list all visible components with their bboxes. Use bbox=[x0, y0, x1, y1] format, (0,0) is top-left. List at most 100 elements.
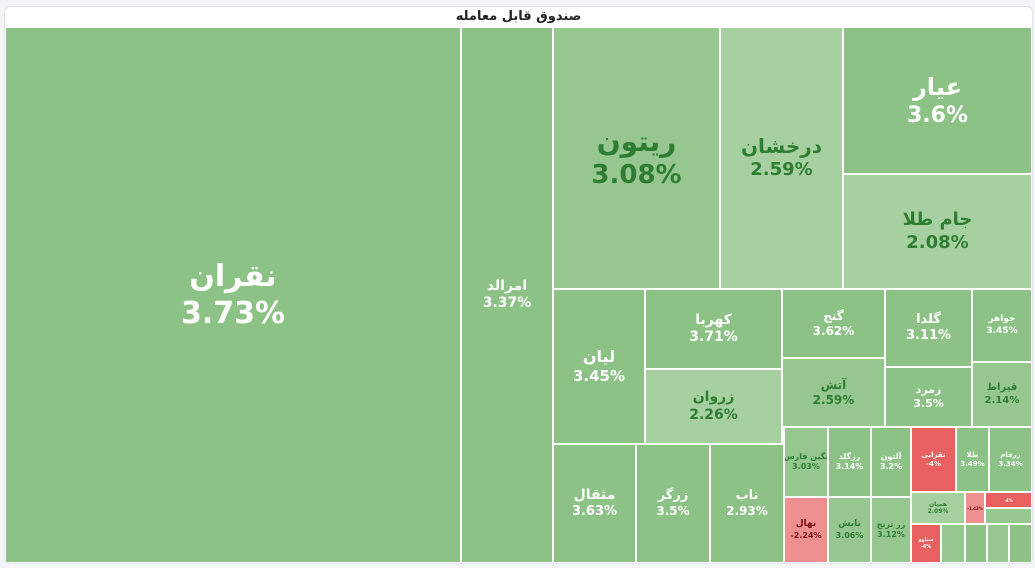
treemap-tile[interactable]: سیاوو -4% bbox=[911, 524, 941, 563]
tile-change: 3.34% bbox=[998, 459, 1023, 468]
tile-change: 3.6% bbox=[906, 102, 968, 128]
tile-change: 3.06% bbox=[835, 530, 864, 540]
treemap-tile[interactable]: لیان 3.45% bbox=[553, 289, 645, 444]
tile-name: زرفام bbox=[1000, 450, 1021, 459]
tile-name: گنج bbox=[823, 308, 844, 323]
tile-change: 3.11% bbox=[905, 328, 952, 343]
tile-name: طلا bbox=[966, 450, 979, 459]
tile-change: 3.5% bbox=[913, 397, 944, 410]
treemap-tile[interactable]: تابش 3.06% bbox=[828, 497, 871, 563]
treemap-tile[interactable]: نهال -2.24% bbox=[784, 497, 828, 563]
tile-change: -4% bbox=[926, 459, 941, 468]
tile-name: آلتون bbox=[880, 452, 902, 461]
treemap-tile[interactable]: نگین فارس 3.03% bbox=[784, 427, 828, 497]
treemap-tile[interactable]: آلتون 3.2% bbox=[871, 427, 911, 497]
tile-name: زرگر bbox=[657, 487, 689, 503]
tile-name: ناب bbox=[735, 487, 759, 503]
treemap-tile[interactable]: امرالد 3.37% bbox=[461, 27, 553, 563]
treemap-tile[interactable] bbox=[987, 524, 1009, 563]
treemap-tile[interactable]: -4% bbox=[985, 492, 1032, 508]
treemap-tile[interactable]: همیان 2.09% bbox=[911, 492, 965, 524]
tile-name: قیراط bbox=[986, 382, 1018, 393]
treemap-tile[interactable]: جواهر 3.45% bbox=[972, 289, 1032, 362]
tile-name: نهال bbox=[795, 519, 817, 530]
treemap-tile[interactable]: گلدا 3.11% bbox=[885, 289, 972, 367]
treemap-tile[interactable]: عیار 3.6% bbox=[843, 27, 1032, 174]
treemap-tile[interactable]: آتش 2.59% bbox=[782, 358, 885, 427]
tile-change: 2.93% bbox=[726, 504, 768, 519]
tile-name: جواهر bbox=[988, 314, 1016, 325]
chart-title: صندوق قابل معامله bbox=[455, 9, 582, 24]
tile-change: 3.73% bbox=[180, 296, 286, 331]
tile-change: 3.45% bbox=[986, 325, 1018, 336]
tile-change: 3.63% bbox=[571, 504, 618, 520]
tile-change: 3.2% bbox=[879, 462, 903, 471]
tile-change: 2.08% bbox=[906, 231, 969, 253]
treemap-tile[interactable]: ناب 2.93% bbox=[710, 444, 784, 563]
tile-change: 3.71% bbox=[689, 329, 738, 345]
tile-name: ریتون bbox=[596, 125, 677, 159]
treemap-tile[interactable]: نقرابی -4% bbox=[911, 427, 956, 492]
tile-change: 2.59% bbox=[812, 392, 855, 407]
tile-name: تابش bbox=[838, 519, 861, 530]
tile-name: زمرد bbox=[915, 383, 942, 397]
treemap-tile[interactable] bbox=[965, 524, 987, 563]
tile-change: 3.62% bbox=[812, 323, 855, 338]
tile-change: 3.14% bbox=[835, 462, 864, 471]
treemap-tile[interactable]: زروان 2.26% bbox=[645, 369, 782, 444]
tile-name: نقران bbox=[189, 258, 277, 294]
treemap-panel: نقران 3.73% امرالد 3.37% ریتون 3.08% درخشان 2.5… bbox=[4, 6, 1033, 564]
tile-change: 3.08% bbox=[591, 160, 682, 191]
tile-change: -4% bbox=[920, 543, 932, 550]
tile-name: نقرابی bbox=[921, 450, 946, 459]
treemap-tile[interactable]: زرفام 3.34% bbox=[989, 427, 1032, 492]
tile-change: 3.12% bbox=[877, 530, 905, 539]
tile-change: 2.09% bbox=[927, 508, 949, 515]
tile-change: 3.5% bbox=[656, 504, 690, 519]
tile-name: زر ترنج bbox=[876, 520, 906, 529]
tile-name: لیان bbox=[582, 347, 616, 367]
treemap-tile[interactable]: گنج 3.62% bbox=[782, 289, 885, 358]
treemap-tile[interactable]: جام طلا 2.08% bbox=[843, 174, 1032, 289]
tile-name: جام طلا bbox=[902, 209, 973, 230]
tile-name: عیار bbox=[912, 72, 963, 101]
tile-name: همیان bbox=[928, 500, 947, 508]
tile-change: -1.43% bbox=[967, 505, 983, 511]
tile-change: 3.45% bbox=[572, 367, 626, 386]
treemap-tile[interactable]: زر ترنج 3.12% bbox=[871, 497, 911, 563]
tile-change: 3.03% bbox=[792, 462, 820, 471]
treemap-tile[interactable]: درخشان 2.59% bbox=[720, 27, 843, 289]
treemap-tile[interactable] bbox=[985, 508, 1032, 524]
treemap-tile[interactable]: -1.43% bbox=[965, 492, 985, 524]
treemap-tile[interactable]: مثقال 3.63% bbox=[553, 444, 636, 563]
treemap-tile[interactable]: کهربا 3.71% bbox=[645, 289, 782, 369]
bottom-bar bbox=[0, 568, 1035, 578]
tile-change: 2.14% bbox=[984, 394, 1020, 406]
tile-name: سیاوو bbox=[918, 537, 934, 544]
treemap-tile[interactable]: طلا 3.49% bbox=[956, 427, 989, 492]
treemap-tile[interactable]: قیراط 2.14% bbox=[972, 362, 1032, 427]
tile-name: رزگلد bbox=[838, 452, 861, 461]
treemap-tile[interactable] bbox=[1009, 524, 1032, 563]
tile-name: گلدا bbox=[916, 311, 941, 327]
tile-name: مثقال bbox=[573, 486, 616, 503]
tile-name: درخشان bbox=[740, 134, 823, 159]
treemap-tile[interactable]: زمرد 3.5% bbox=[885, 367, 972, 427]
tile-name: امرالد bbox=[486, 277, 528, 294]
tile-change: 2.26% bbox=[689, 406, 738, 423]
tile-change: -4% bbox=[1004, 497, 1013, 503]
tile-name: آتش bbox=[820, 377, 847, 392]
treemap-tile[interactable]: رزگلد 3.14% bbox=[828, 427, 871, 497]
treemap-tile[interactable]: نقران 3.73% bbox=[5, 27, 461, 563]
treemap-tile[interactable]: ریتون 3.08% bbox=[553, 27, 720, 289]
tile-change: 2.59% bbox=[750, 159, 813, 181]
treemap: نقران 3.73% امرالد 3.37% ریتون 3.08% درخشان 2.5… bbox=[5, 7, 1032, 563]
tile-change: 3.37% bbox=[482, 295, 532, 311]
tile-name: نگین فارس bbox=[784, 452, 828, 461]
tile-name: کهربا bbox=[695, 311, 732, 328]
tile-name: زروان bbox=[692, 389, 735, 405]
treemap-tile[interactable] bbox=[941, 524, 965, 563]
tile-change: 3.49% bbox=[960, 459, 985, 468]
treemap-tile[interactable]: زرگر 3.5% bbox=[636, 444, 710, 563]
tile-change: -2.24% bbox=[790, 530, 822, 540]
